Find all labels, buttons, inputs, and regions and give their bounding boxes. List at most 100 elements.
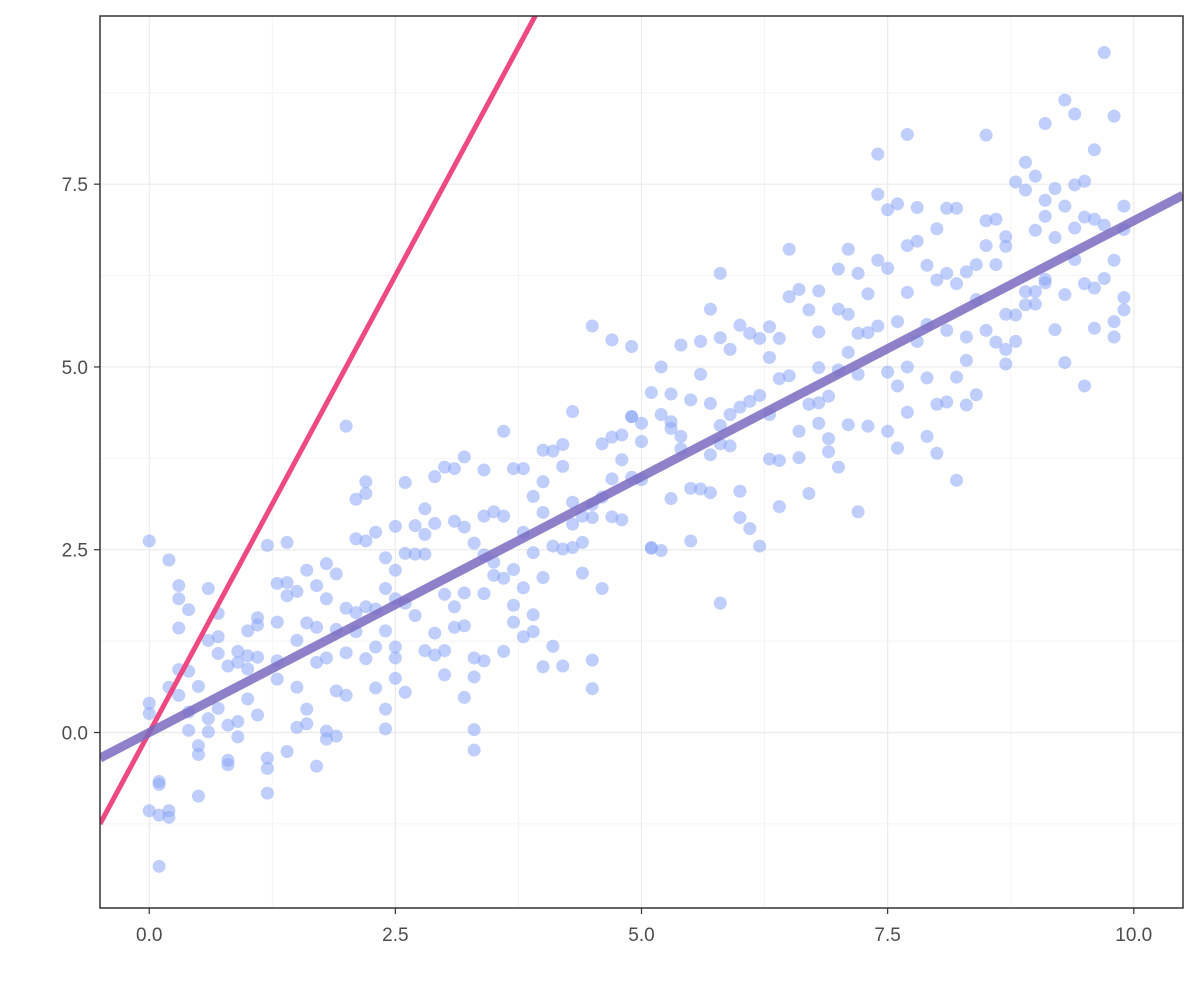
data-point bbox=[1048, 182, 1062, 196]
data-point bbox=[467, 651, 481, 665]
data-point bbox=[369, 681, 383, 695]
data-point bbox=[1078, 379, 1092, 393]
data-point bbox=[339, 646, 353, 660]
data-point bbox=[792, 282, 806, 296]
data-point bbox=[930, 397, 944, 411]
x-tick-label: 2.5 bbox=[382, 925, 408, 946]
data-point bbox=[900, 127, 914, 141]
data-point bbox=[329, 684, 343, 698]
data-point bbox=[280, 589, 294, 603]
data-point bbox=[241, 624, 255, 638]
data-point bbox=[703, 486, 717, 500]
data-point bbox=[310, 579, 324, 593]
data-point bbox=[290, 584, 304, 598]
data-point bbox=[733, 400, 747, 414]
data-point bbox=[703, 397, 717, 411]
data-point bbox=[1097, 218, 1111, 232]
data-point bbox=[782, 242, 796, 256]
data-point bbox=[300, 702, 314, 716]
data-point bbox=[211, 701, 225, 715]
data-point bbox=[349, 492, 363, 506]
data-point bbox=[388, 671, 402, 685]
data-point bbox=[438, 668, 452, 682]
data-point bbox=[536, 571, 550, 585]
data-point bbox=[260, 751, 274, 765]
data-point bbox=[910, 201, 924, 215]
data-point bbox=[142, 696, 156, 710]
data-point bbox=[762, 350, 776, 364]
data-point bbox=[1038, 116, 1052, 130]
data-point bbox=[684, 534, 698, 548]
data-point bbox=[733, 484, 747, 498]
data-point bbox=[861, 287, 875, 301]
data-point bbox=[467, 723, 481, 737]
data-point bbox=[526, 625, 540, 639]
data-point bbox=[536, 505, 550, 519]
data-point bbox=[605, 510, 619, 524]
data-point bbox=[497, 424, 511, 438]
data-point bbox=[664, 387, 678, 401]
data-point bbox=[615, 513, 629, 527]
data-point bbox=[507, 562, 521, 576]
data-point bbox=[743, 326, 757, 340]
data-point bbox=[772, 500, 786, 514]
data-point bbox=[201, 712, 215, 726]
data-point bbox=[556, 459, 570, 473]
fit-line bbox=[100, 191, 1183, 763]
data-point bbox=[881, 424, 895, 438]
data-point bbox=[300, 563, 314, 577]
data-point bbox=[1097, 46, 1111, 60]
data-point bbox=[516, 462, 530, 476]
data-point bbox=[359, 534, 373, 548]
data-point bbox=[191, 789, 205, 803]
data-point bbox=[260, 761, 274, 775]
data-point bbox=[270, 672, 284, 686]
data-point bbox=[615, 428, 629, 442]
data-point bbox=[428, 470, 442, 484]
data-point bbox=[881, 261, 895, 275]
data-point bbox=[812, 361, 826, 375]
data-point bbox=[359, 486, 373, 500]
data-point bbox=[664, 492, 678, 506]
data-point bbox=[950, 370, 964, 384]
data-point bbox=[182, 603, 196, 617]
data-point bbox=[329, 729, 343, 743]
data-point bbox=[861, 419, 875, 433]
data-point bbox=[191, 747, 205, 761]
data-point bbox=[979, 214, 993, 228]
data-point bbox=[1087, 143, 1101, 157]
x-tick-label: 5.0 bbox=[628, 925, 654, 946]
data-point bbox=[851, 326, 865, 340]
data-point bbox=[871, 253, 885, 267]
data-point bbox=[625, 410, 639, 424]
data-point bbox=[575, 566, 589, 580]
data-point bbox=[831, 262, 845, 276]
data-point bbox=[339, 688, 353, 702]
data-point bbox=[142, 534, 156, 548]
data-point bbox=[231, 715, 245, 729]
data-point bbox=[1078, 210, 1092, 224]
data-point bbox=[890, 379, 904, 393]
data-point bbox=[1058, 288, 1072, 302]
data-point bbox=[211, 630, 225, 644]
data-point bbox=[546, 539, 560, 553]
y-tick-label: 2.5 bbox=[62, 541, 88, 562]
data-point bbox=[251, 708, 265, 722]
data-point bbox=[802, 486, 816, 500]
data-point bbox=[762, 452, 776, 466]
data-point bbox=[1078, 277, 1092, 291]
data-point bbox=[890, 441, 904, 455]
data-point bbox=[674, 429, 688, 443]
data-point bbox=[172, 621, 186, 635]
data-point bbox=[447, 620, 461, 634]
data-point bbox=[812, 284, 826, 298]
data-point bbox=[605, 430, 619, 444]
data-point bbox=[152, 859, 166, 873]
data-point bbox=[349, 532, 363, 546]
data-point bbox=[1009, 308, 1023, 322]
data-point bbox=[625, 339, 639, 353]
data-point bbox=[999, 230, 1013, 244]
data-point bbox=[388, 640, 402, 654]
data-point bbox=[241, 692, 255, 706]
